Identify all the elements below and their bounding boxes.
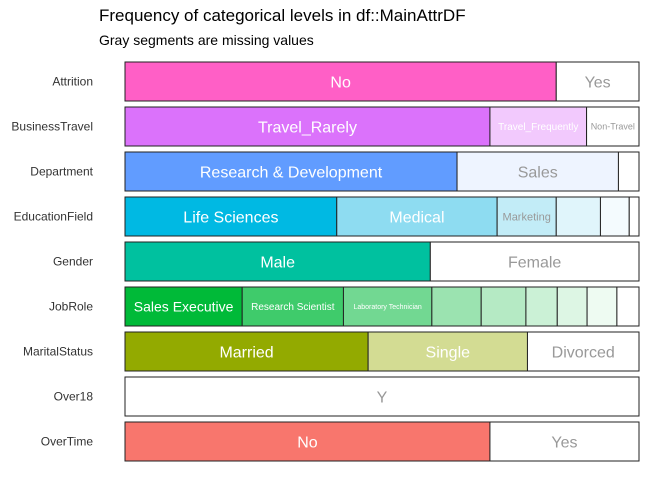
bar-row-overtime: OverTime No Yes — [41, 421, 640, 462]
bar-segment-jobrole-0 — [124, 286, 243, 327]
bar-segment-businesstravel-2 — [586, 106, 640, 147]
bar-segment-businesstravel-1 — [489, 106, 588, 147]
bar-segment-department-2 — [617, 151, 640, 192]
bar-row-educationfield: EducationField Life Sciences Medical Market… — [14, 196, 640, 237]
segment-label-businesstravel-2: Non-Travel — [591, 122, 635, 132]
bar-segment-businesstravel-0 — [124, 106, 491, 147]
segment-label-educationfield-0: Life Sciences — [183, 209, 278, 226]
bar-row-attrition: Attrition No Yes — [52, 61, 640, 102]
bar-segment-over18-0 — [124, 376, 640, 417]
segment-label-gender-1: Female — [508, 254, 561, 271]
bar-segment-educationfield-4 — [599, 196, 630, 237]
segment-label-maritalstatus-0: Married — [219, 344, 273, 361]
bar-segment-jobrole-2 — [342, 286, 433, 327]
segment-label-department-0: Research & Development — [200, 164, 383, 181]
row-label-businesstravel: BusinessTravel — [11, 120, 93, 134]
bar-segment-jobrole-5 — [525, 286, 558, 327]
row-label-jobrole: JobRole — [49, 300, 93, 314]
segment-label-gender-0: Male — [260, 254, 295, 271]
segment-label-educationfield-2: Marketing — [503, 211, 551, 223]
segment-label-educationfield-1: Medical — [389, 209, 444, 226]
bar-segment-jobrole-1 — [241, 286, 344, 327]
segment-label-maritalstatus-2: Divorced — [552, 344, 615, 361]
bar-segment-gender-1 — [429, 241, 640, 282]
segment-label-overtime-0: No — [297, 434, 318, 451]
segment-label-attrition-0: No — [330, 74, 351, 91]
bar-segment-jobrole-4 — [480, 286, 527, 327]
bar-segment-educationfield-1 — [336, 196, 498, 237]
row-label-overtime: OverTime — [41, 435, 94, 449]
segment-label-jobrole-0: Sales Executive — [134, 299, 234, 315]
row-label-maritalstatus: MaritalStatus — [23, 345, 93, 359]
bar-segment-attrition-1 — [555, 61, 640, 102]
bar-row-jobrole: JobRole Sales Executive Research Scientist… — [49, 286, 640, 327]
chart-subtitle: Gray segments are missing values — [99, 32, 314, 48]
bar-segment-attrition-0 — [124, 61, 557, 102]
bar-row-department: Department Research & Development Sales — [30, 151, 640, 192]
bar-segment-department-1 — [456, 151, 619, 192]
segment-label-maritalstatus-1: Single — [426, 344, 471, 361]
bar-segment-maritalstatus-2 — [526, 331, 640, 372]
bar-segment-maritalstatus-1 — [367, 331, 528, 372]
row-label-department: Department — [30, 165, 93, 179]
bar-segment-jobrole-7 — [586, 286, 618, 327]
bar-segment-gender-0 — [124, 241, 431, 282]
segment-label-businesstravel-1: Travel_Frequently — [498, 122, 578, 133]
row-label-gender: Gender — [53, 255, 93, 269]
segment-label-businesstravel-0: Travel_Rarely — [258, 119, 357, 136]
bar-row-businesstravel: BusinessTravel Travel_Rarely Travel_Freque… — [11, 106, 640, 147]
row-label-attrition: Attrition — [52, 75, 93, 89]
bar-segment-overtime-0 — [124, 421, 491, 462]
bar-segment-jobrole-3 — [431, 286, 482, 327]
bar-segment-jobrole-6 — [556, 286, 588, 327]
bar-segment-overtime-1 — [489, 421, 640, 462]
bar-segment-maritalstatus-0 — [124, 331, 369, 372]
bar-segment-educationfield-5 — [628, 196, 640, 237]
segment-label-department-1: Sales — [518, 164, 558, 181]
segment-label-jobrole-2: Laboratory Technician — [353, 304, 421, 311]
row-label-educationfield: EducationField — [14, 210, 93, 224]
bar-segment-educationfield-0 — [124, 196, 338, 237]
bar-row-maritalstatus: MaritalStatus Married Single Divorced — [23, 331, 640, 372]
bar-segment-jobrole-8 — [616, 286, 640, 327]
row-label-over18: Over18 — [54, 390, 94, 404]
segment-label-attrition-1: Yes — [585, 74, 611, 91]
segment-label-over18-0: Y — [377, 389, 388, 406]
segment-label-jobrole-1: Research Scientist — [251, 302, 335, 313]
bar-segment-department-0 — [124, 151, 458, 192]
bar-row-gender: Gender Male Female — [53, 241, 640, 282]
bar-segment-educationfield-3 — [555, 196, 601, 237]
bar-row-over18: Over18 Y — [54, 376, 640, 417]
segment-label-overtime-1: Yes — [551, 434, 577, 451]
chart-title: Frequency of categorical levels in df::M… — [99, 6, 466, 25]
